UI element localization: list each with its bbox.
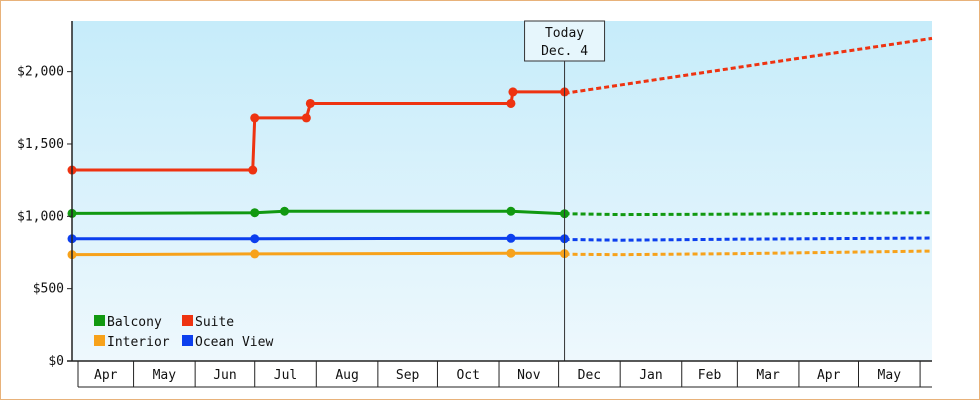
x-tick-label-2: Jun: [213, 368, 236, 383]
legend-swatch-interior: [94, 335, 105, 346]
data-point-ocean-view-2: [506, 234, 515, 243]
plot-area: [72, 21, 932, 361]
x-tick-label-12: Apr: [817, 368, 841, 383]
today-label: Today: [545, 26, 584, 41]
y-tick-label-1: $500: [33, 282, 64, 297]
legend-label-balcony: Balcony: [107, 315, 162, 330]
legend-label-suite: Suite: [195, 315, 234, 330]
x-tick-label-13: May: [878, 368, 902, 383]
legend-swatch-suite: [182, 315, 193, 326]
data-point-suite-2: [250, 113, 259, 122]
x-tick-label-4: Aug: [335, 368, 358, 383]
legend-label-interior: Interior: [107, 335, 170, 350]
data-point-suite-3: [302, 113, 311, 122]
data-point-ocean-view-1: [250, 234, 259, 243]
data-point-suite-1: [248, 166, 257, 175]
x-tick-label-7: Nov: [517, 368, 541, 383]
data-point-balcony-3: [506, 207, 515, 216]
y-tick-label-3: $1,500: [17, 137, 64, 152]
y-tick-label-4: $2,000: [17, 65, 64, 80]
x-tick-label-9: Jan: [639, 368, 662, 383]
x-tick-label-3: Jul: [274, 368, 297, 383]
today-date-label: Dec. 4: [541, 44, 588, 59]
x-tick-label-8: Dec: [578, 368, 601, 383]
legend-label-ocean-view: Ocean View: [195, 335, 273, 350]
x-tick-label-5: Sep: [396, 368, 420, 383]
legend-swatch-balcony: [94, 315, 105, 326]
y-tick-label-2: $1,000: [17, 209, 64, 224]
history-line-interior: [72, 253, 565, 254]
data-point-suite-5: [506, 99, 515, 108]
data-point-suite-6: [508, 87, 517, 96]
data-point-balcony-1: [250, 208, 259, 217]
legend-swatch-ocean-view: [182, 335, 193, 346]
x-tick-label-11: Mar: [756, 368, 780, 383]
x-tick-label-10: Feb: [698, 368, 722, 383]
data-point-balcony-2: [280, 207, 289, 216]
y-tick-label-0: $0: [48, 354, 64, 369]
x-tick-label-6: Oct: [456, 368, 479, 383]
data-point-interior-1: [250, 249, 259, 258]
x-tick-label-0: Apr: [94, 368, 118, 383]
x-tick-label-1: May: [153, 368, 177, 383]
data-point-suite-4: [306, 99, 315, 108]
data-point-interior-2: [506, 249, 515, 258]
